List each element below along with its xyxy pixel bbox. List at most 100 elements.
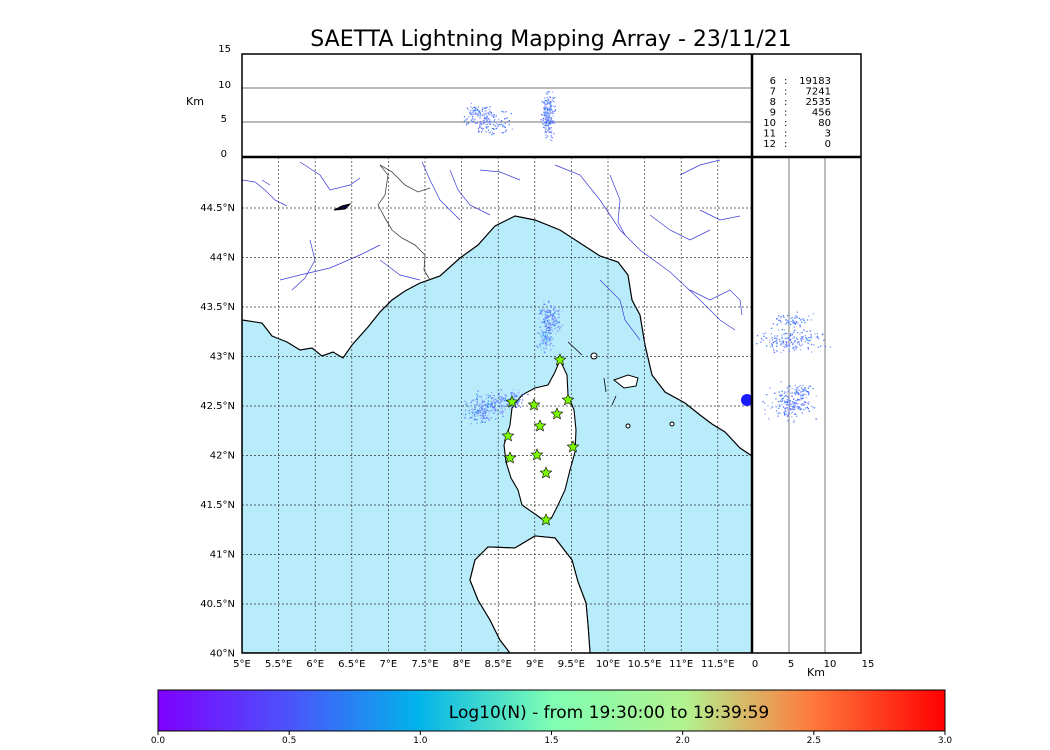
- count-row: 10: 80: [763, 118, 831, 129]
- svg-text::: :: [784, 108, 787, 119]
- lat-label: 41°N: [210, 550, 235, 561]
- station-star: [566, 440, 580, 453]
- map-panel: 44.5°N 44°N 43.5°N 43°N 42.5°N 42°N 41.5°N 41°N…: [200, 157, 752, 670]
- altitude-unit-label: Km: [186, 95, 204, 108]
- altitude-tick-15: 15: [218, 44, 231, 55]
- svg-text:2535: 2535: [806, 97, 831, 108]
- colorbar-tick: 1.0: [413, 736, 428, 746]
- svg-text:19183: 19183: [799, 76, 831, 87]
- station-star: [527, 398, 541, 411]
- lon-label: 9°E: [526, 659, 544, 670]
- lon-label: 8.5°E: [485, 659, 512, 670]
- colorbar-ticks: 0.0 0.5 1.0 1.5 2.0 2.5 3.0: [151, 731, 953, 746]
- lat-label: 43.5°N: [200, 302, 235, 313]
- colorbar-tick: 3.0: [938, 736, 953, 746]
- count-row: 12: 0: [763, 139, 831, 150]
- lat-label: 42°N: [210, 451, 235, 462]
- side-tick-5: 5: [788, 659, 794, 670]
- lat-label: 44.5°N: [200, 203, 235, 214]
- country-borders: [377, 164, 431, 281]
- station-star: [530, 448, 544, 461]
- lon-label: 6°E: [306, 659, 324, 670]
- station-star: [553, 353, 567, 366]
- longitude-labels: 5°E 5.5°E 6°E 6.5°E 7°E 7.5°E 8°E 8.5°E 9°E 9.5°E…: [233, 659, 734, 670]
- svg-text:6: 6: [770, 76, 776, 87]
- colorbar-gradient: [157, 689, 946, 732]
- svg-text::: :: [784, 129, 787, 140]
- map-graticule: [242, 157, 752, 653]
- dense-point-marker: [741, 394, 753, 406]
- station-star: [503, 451, 517, 464]
- svg-text:11: 11: [763, 129, 776, 140]
- svg-text:7241: 7241: [806, 87, 831, 98]
- side-tick-0: 0: [752, 659, 758, 670]
- side-source-points: [756, 311, 831, 423]
- count-row: 7: 7241: [770, 87, 831, 98]
- side-tick-10: 10: [824, 659, 837, 670]
- svg-text:0: 0: [825, 139, 831, 150]
- svg-text::: :: [784, 139, 787, 150]
- side-unit-label: Km: [807, 666, 825, 679]
- lon-label: 5.5°E: [265, 659, 292, 670]
- altitude-source-points: [463, 91, 557, 142]
- figure-frame: [241, 53, 862, 654]
- count-row: 8: 2535: [770, 97, 831, 108]
- station-star: [550, 407, 564, 420]
- lma-stations: [501, 353, 580, 526]
- colorbar-tick: 1.5: [544, 736, 558, 746]
- side-altitude-panel: 0 5 10 15 Km: [741, 157, 874, 679]
- station-count-table: 6: 19183 7: 7241 8: 2535 9: 456 10: 80 11: 3 12: 0: [763, 76, 831, 150]
- lon-label: 9.5°E: [558, 659, 585, 670]
- svg-text::: :: [784, 87, 787, 98]
- svg-text::: :: [784, 97, 787, 108]
- svg-text:12: 12: [763, 139, 776, 150]
- count-row: 9: 456: [770, 108, 831, 119]
- lon-label: 5°E: [233, 659, 251, 670]
- colorbar-tick: 0.0: [151, 736, 166, 746]
- station-star: [501, 429, 515, 442]
- colorbar-label: Log10(N) - from 19:30:00 to 19:39:59: [449, 703, 769, 723]
- elba-island: [612, 374, 639, 389]
- station-star: [505, 395, 519, 408]
- svg-text::: :: [784, 76, 787, 87]
- station-star: [533, 419, 547, 432]
- lon-label: 6.5°E: [338, 659, 365, 670]
- lon-label: 10.5°E: [628, 659, 662, 670]
- station-star: [539, 466, 553, 479]
- lat-label: 44°N: [210, 253, 235, 264]
- lon-label: 7°E: [380, 659, 398, 670]
- rivers: [242, 159, 743, 341]
- svg-text::: :: [784, 118, 787, 129]
- colorbar-tick: 2.0: [676, 736, 691, 746]
- count-row: 6: 19183: [770, 76, 831, 87]
- lon-label: 7.5°E: [411, 659, 438, 670]
- lon-label: 8°E: [453, 659, 471, 670]
- altitude-tick-0: 0: [221, 149, 227, 160]
- lon-label: 11.5°E: [701, 659, 735, 670]
- side-tick-15: 15: [862, 659, 875, 670]
- svg-text:10: 10: [763, 118, 776, 129]
- svg-text:9: 9: [770, 108, 776, 119]
- lat-label: 41.5°N: [200, 500, 235, 511]
- lat-label: 43°N: [210, 352, 235, 363]
- colorbar: Log10(N) - from 19:30:00 to 19:39:59 0.0…: [151, 689, 953, 746]
- svg-text:456: 456: [812, 108, 831, 119]
- altitude-tick-5: 5: [221, 114, 227, 125]
- latitude-labels: 44.5°N 44°N 43.5°N 43°N 42.5°N 42°N 41.5°N 41°N…: [200, 203, 235, 660]
- svg-text:80: 80: [818, 118, 831, 129]
- svg-text:8: 8: [770, 97, 776, 108]
- figure-title: SAETTA Lightning Mapping Array - 23/11/2…: [310, 27, 791, 52]
- station-star: [561, 393, 575, 406]
- lat-label: 40°N: [210, 649, 235, 660]
- svg-text:3: 3: [825, 129, 831, 140]
- altitude-panel: Km 15 10 5 0: [186, 44, 752, 160]
- lon-label: 10°E: [596, 659, 620, 670]
- altitude-tick-10: 10: [218, 80, 231, 91]
- colorbar-tick: 0.5: [282, 736, 296, 746]
- colorbar-tick: 2.5: [807, 736, 821, 746]
- station-star: [539, 513, 553, 526]
- lat-label: 42.5°N: [200, 401, 235, 412]
- svg-text:7: 7: [770, 87, 776, 98]
